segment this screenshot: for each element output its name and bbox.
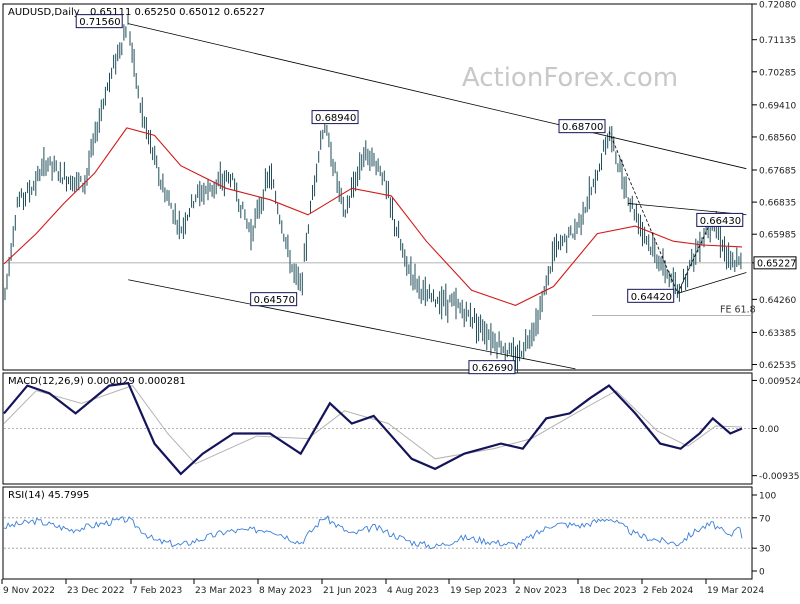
rsi-tick-label: 100 (759, 492, 776, 502)
key-level-label: 0.68700 (562, 122, 603, 133)
rsi-title: RSI(14) 45.7995 (8, 490, 89, 501)
price-tick-label: 0.71135 (759, 36, 796, 46)
macd-title: MACD(12,26,9) 0.000029 0.000281 (8, 376, 186, 387)
x-axis-label: 19 Sep 2023 (450, 586, 507, 596)
x-axis-label: 2 Nov 2023 (515, 586, 567, 596)
x-axis-label: 9 Nov 2022 (3, 586, 55, 596)
price-panel-frame (2, 3, 753, 371)
rsi-tick-label: 70 (759, 514, 771, 524)
price-tick-label: 0.68560 (759, 133, 796, 143)
price-tick-label: 0.69410 (759, 101, 796, 111)
x-axis-labels: 9 Nov 2022 23 Dec 2022 7 Feb 2023 23 Mar 20… (1, 579, 764, 596)
macd-tick-label: 0.009524 (759, 377, 800, 387)
rsi-line (3, 514, 743, 550)
price-tick-label: 0.64260 (759, 296, 796, 306)
price-tick-label: 0.63385 (759, 329, 796, 339)
key-level-label: 0.71560 (79, 17, 120, 28)
rsi-panel-frame (2, 486, 753, 580)
key-level-box (250, 292, 298, 307)
x-axis-label: 18 Dec 2023 (579, 586, 637, 596)
x-axis-label: 23 Mar 2023 (195, 586, 252, 596)
macd-tick-label: -0.00935 (759, 472, 799, 482)
macd-series (3, 381, 752, 476)
key-level-box (311, 110, 359, 125)
key-level-label: 0.62690 (472, 363, 513, 374)
macd-main-line (3, 381, 743, 476)
x-axis-label: 2 Feb 2024 (643, 586, 694, 596)
x-axis-label: 4 Aug 2023 (387, 586, 439, 596)
channel-upper-line (128, 23, 747, 170)
channel-lower-line (128, 279, 576, 370)
chart-symbol: AUDUSD,Daily (8, 7, 80, 18)
x-axis-label: 8 May 2023 (259, 586, 312, 596)
key-level-box (627, 288, 675, 303)
key-level-box (75, 14, 123, 29)
price-candles-path (4, 15, 742, 373)
key-level-box (468, 360, 516, 375)
x-axis-label: 21 Jun 2023 (323, 586, 377, 596)
price-tick-label: 0.72080 (759, 1, 796, 11)
macd-signal-line (3, 385, 743, 465)
price-tick-label: 0.65985 (759, 231, 796, 241)
x-axis-label: 23 Dec 2022 (67, 586, 125, 596)
moving-average-line (3, 127, 743, 306)
x-axis-label: 19 Mar 2024 (707, 586, 764, 596)
key-level-box (696, 212, 744, 227)
watermark: ActionForex.com (462, 63, 678, 93)
macd-tick-label: 0.00 (759, 425, 779, 435)
price-tick-label: 0.62535 (759, 361, 796, 371)
price-tick-label: 0.67685 (759, 167, 796, 177)
triangle-upper-line (627, 203, 747, 216)
price-tick-label: 0.70285 (759, 68, 796, 78)
reference-lines: FE 61.8 (4, 262, 756, 317)
trend-lines (128, 23, 747, 370)
current-price-box (753, 256, 797, 270)
triangle-lower-line (677, 272, 747, 294)
key-level-labels: 0.71560 0.68940 0.64570 0.68700 0.62690 0.664… (75, 14, 744, 375)
rsi-y-axis: 100 70 30 0 (752, 492, 776, 578)
key-level-box (558, 119, 606, 134)
rsi-tick-label: 30 (759, 545, 771, 555)
fe-618-label: FE 61.8 (720, 305, 756, 316)
moving-average (3, 127, 743, 306)
price-candles (4, 15, 742, 373)
macd-y-axis: 0.009524 0.00 -0.00935 (752, 377, 800, 482)
key-level-label: 0.66430 (700, 216, 741, 227)
fib-projection-down (608, 131, 679, 294)
price-tick-label: 0.66835 (759, 199, 796, 209)
chart-ohlc: 0.65111 0.65250 0.65012 0.65227 (90, 7, 265, 18)
rsi-tick-label: 0 (759, 568, 765, 578)
x-axis-label: 7 Feb 2023 (132, 586, 182, 596)
rsi-series (3, 514, 752, 550)
key-level-label: 0.68940 (315, 113, 356, 124)
key-level-label: 0.64570 (254, 295, 295, 306)
key-level-label: 0.64420 (631, 292, 672, 303)
current-price-label: 0.65227 (757, 258, 796, 269)
fib-projection-up (677, 217, 714, 294)
price-y-axis: 0.72080 0.71135 0.70285 0.69410 0.68560 0.676… (752, 1, 797, 371)
